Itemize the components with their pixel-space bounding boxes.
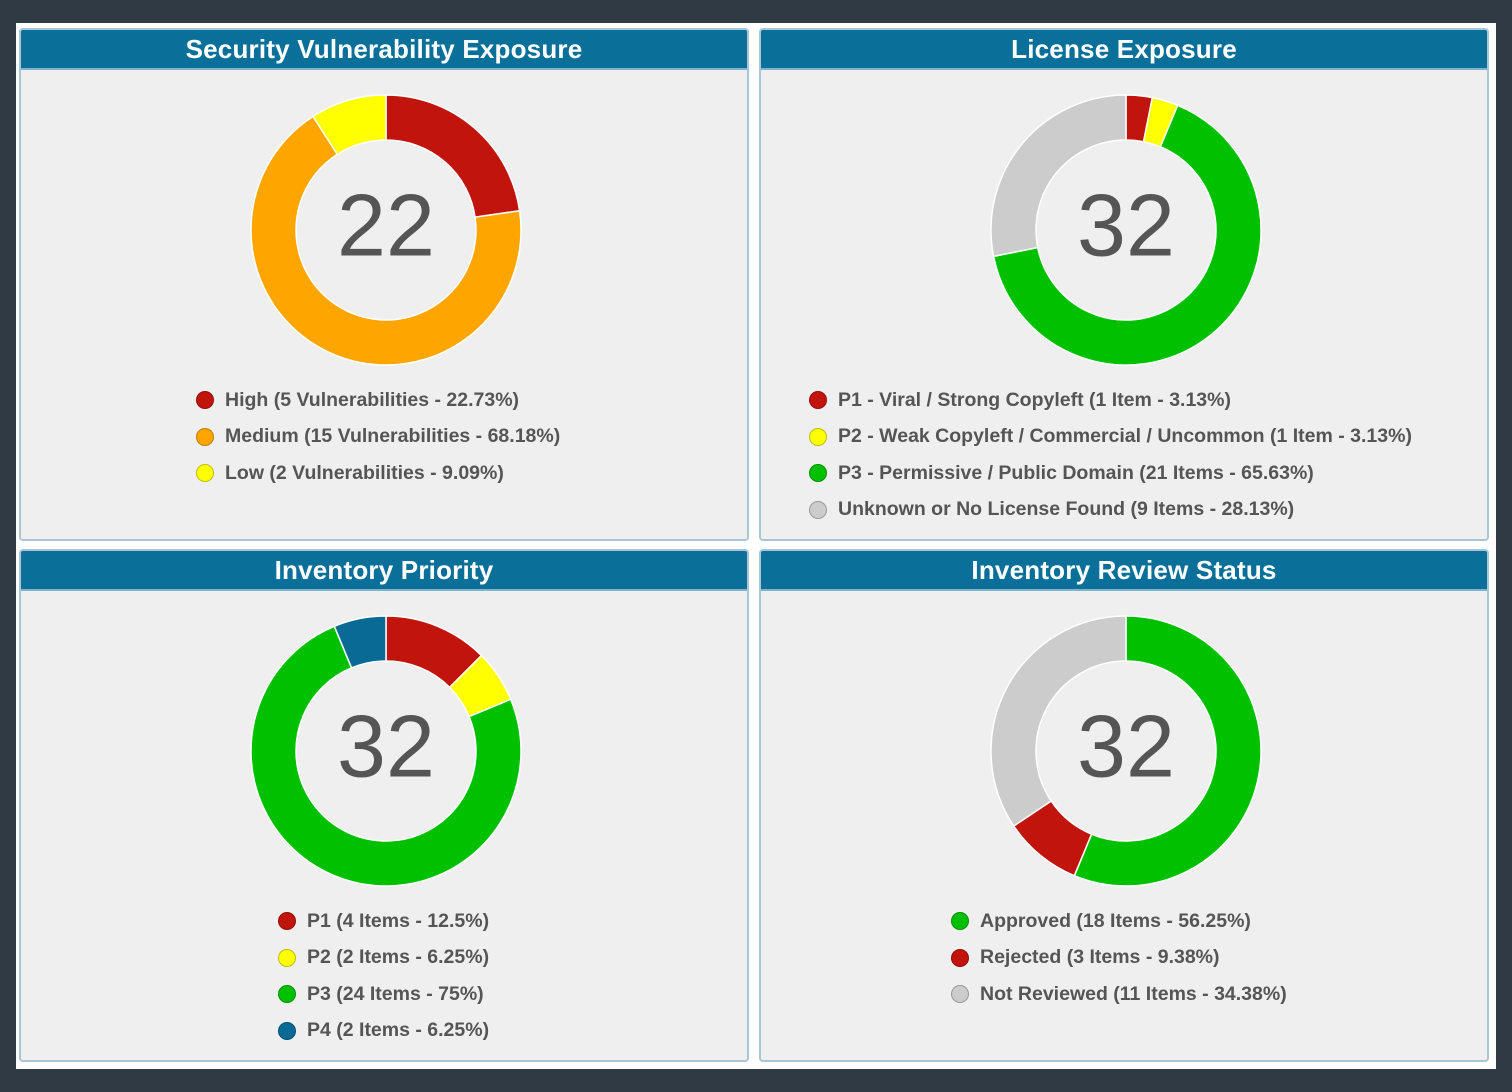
center-total: 22 — [337, 175, 435, 274]
legend-item[interactable]: P4 (2 Items - 6.25%) — [278, 1013, 489, 1050]
inventory-priority-panel: Inventory Priority 32 P1 (4 Items - 12.5… — [19, 549, 749, 1062]
security-vulnerability-panel: Security Vulnerability Exposure 22 High … — [19, 28, 749, 541]
legend-item[interactable]: Unknown or No License Found (9 Items - 2… — [809, 492, 1412, 529]
legend-label: P3 - Permissive / Public Domain (21 Item… — [838, 461, 1314, 484]
license-exposure-donut: 32 — [990, 94, 1262, 366]
license-exposure-panel: License Exposure 32 P1 - Viral / Strong … — [759, 28, 1489, 541]
legend-label: P1 (4 Items - 12.5%) — [307, 909, 490, 932]
slice-p3-permissive-public-domain[interactable] — [992, 104, 1262, 366]
legend-label: P2 - Weak Copyleft / Commercial / Uncomm… — [838, 425, 1412, 448]
slice-approved[interactable] — [1073, 615, 1262, 887]
legend-swatch — [809, 427, 827, 446]
inventory-review-status-panel: Inventory Review Status 32 Approved (18 … — [759, 549, 1489, 1062]
legend-swatch — [809, 464, 827, 483]
legend-item[interactable]: P2 - Weak Copyleft / Commercial / Uncomm… — [809, 419, 1412, 456]
slice-medium[interactable] — [250, 115, 522, 366]
legend: P1 (4 Items - 12.5%) P2 (2 Items - 6.25%)… — [278, 903, 489, 1049]
legend-swatch — [196, 464, 214, 483]
legend-swatch — [951, 948, 969, 967]
legend-swatch — [278, 948, 296, 967]
legend-item[interactable]: Not Reviewed (11 Items - 34.38%) — [951, 976, 1287, 1013]
legend-label: P1 - Viral / Strong Copyleft (1 Item - 3… — [838, 388, 1231, 411]
panel-title: Security Vulnerability Exposure — [21, 30, 747, 70]
legend-item[interactable]: P1 - Viral / Strong Copyleft (1 Item - 3… — [809, 382, 1412, 419]
legend-label: P3 (24 Items - 75%) — [307, 982, 484, 1005]
legend: P1 - Viral / Strong Copyleft (1 Item - 3… — [809, 382, 1412, 528]
legend-item[interactable]: P3 (24 Items - 75%) — [278, 976, 489, 1013]
legend-swatch — [278, 912, 296, 931]
panel-title: Inventory Review Status — [761, 551, 1487, 591]
legend-swatch — [809, 500, 827, 519]
legend-item[interactable]: Medium (15 Vulnerabilities - 68.18%) — [196, 419, 560, 456]
security-vulnerability-donut: 22 — [250, 94, 522, 366]
legend-label: P4 (2 Items - 6.25%) — [307, 1019, 490, 1042]
legend: Approved (18 Items - 56.25%) Rejected (3 … — [951, 903, 1287, 1013]
dashboard: Security Vulnerability Exposure 22 High … — [16, 23, 1496, 1069]
inventory-priority-donut: 32 — [250, 615, 522, 887]
legend-item[interactable]: P1 (4 Items - 12.5%) — [278, 903, 489, 940]
legend-item[interactable]: Rejected (3 Items - 9.38%) — [951, 940, 1287, 977]
inventory-review-status-donut: 32 — [990, 615, 1262, 887]
legend-item[interactable]: Approved (18 Items - 56.25%) — [951, 903, 1287, 940]
slice-p3[interactable] — [250, 625, 522, 887]
legend-label: Unknown or No License Found (9 Items - 2… — [838, 498, 1295, 521]
legend-swatch — [278, 985, 296, 1004]
center-total: 32 — [337, 696, 435, 795]
legend-item[interactable]: Low (2 Vulnerabilities - 9.09%) — [196, 455, 560, 492]
legend-item[interactable]: High (5 Vulnerabilities - 22.73%) — [196, 382, 560, 419]
legend-label: Low (2 Vulnerabilities - 9.09%) — [225, 461, 504, 484]
legend-swatch — [196, 427, 214, 446]
legend-swatch — [951, 985, 969, 1004]
legend: High (5 Vulnerabilities - 22.73%) Medium … — [196, 382, 560, 492]
center-total: 32 — [1077, 175, 1175, 274]
panel-title: Inventory Priority — [21, 551, 747, 591]
slice-not-reviewed[interactable] — [990, 615, 1127, 828]
legend-item[interactable]: P3 - Permissive / Public Domain (21 Item… — [809, 455, 1412, 492]
legend-swatch — [278, 1021, 296, 1040]
center-total: 32 — [1077, 696, 1175, 795]
legend-label: Rejected (3 Items - 9.38%) — [980, 946, 1220, 969]
slice-p4[interactable] — [333, 615, 387, 669]
legend-label: Medium (15 Vulnerabilities - 68.18%) — [225, 425, 561, 448]
panel-title: License Exposure — [761, 30, 1487, 70]
slice-unknown-or-no-license-found[interactable] — [990, 94, 1127, 258]
legend-swatch — [951, 912, 969, 931]
slice-low[interactable] — [311, 94, 387, 156]
legend-label: Not Reviewed (11 Items - 34.38%) — [980, 982, 1287, 1005]
legend-label: Approved (18 Items - 56.25%) — [980, 909, 1251, 932]
legend-swatch — [196, 391, 214, 410]
legend-swatch — [809, 391, 827, 410]
legend-label: P2 (2 Items - 6.25%) — [307, 946, 490, 969]
legend-item[interactable]: P2 (2 Items - 6.25%) — [278, 940, 489, 977]
legend-label: High (5 Vulnerabilities - 22.73%) — [225, 388, 520, 411]
